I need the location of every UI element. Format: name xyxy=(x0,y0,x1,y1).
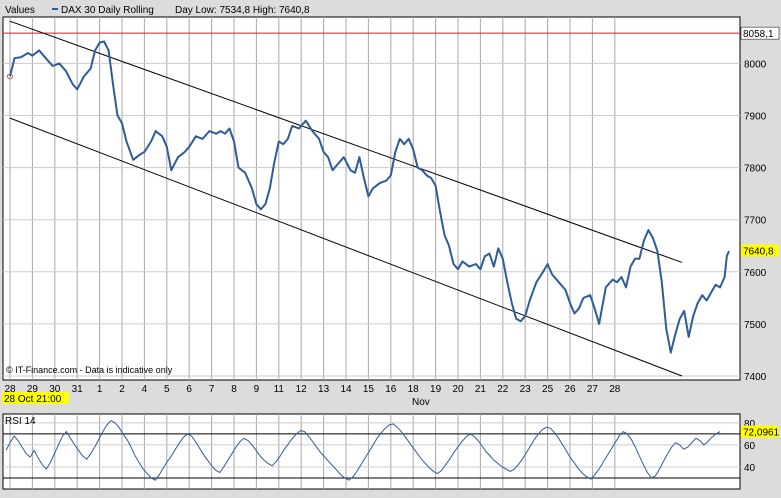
x-tick-label: 31 xyxy=(72,384,84,395)
resistance-label-bg xyxy=(740,26,780,40)
x-tick-label: 14 xyxy=(340,384,352,395)
x-tick-label: 16 xyxy=(385,384,397,395)
rsi-series-line xyxy=(5,419,721,481)
cursor-time-badge: 28 Oct 21:00 xyxy=(2,392,69,405)
x-tick-label: 25 xyxy=(542,384,554,395)
legend-series-name: DAX 30 Daily Rolling xyxy=(61,5,154,16)
y-tick-label: 7700 xyxy=(744,216,767,227)
price-series-line xyxy=(9,40,730,354)
day-range-text: Day Low: 7534,8 High: 7640,8 xyxy=(175,5,310,16)
rsi-tick-label: 80 xyxy=(744,419,756,430)
cursor-time-label: 28 Oct 21:00 xyxy=(4,394,62,405)
x-tick-label: 27 xyxy=(587,384,599,395)
y-tick-label: 7500 xyxy=(744,320,767,331)
price-plot-area[interactable] xyxy=(2,16,741,381)
x-tick-label: 8 xyxy=(231,384,237,395)
x-tick-label: 22 xyxy=(497,384,509,395)
last-price-badge xyxy=(741,244,779,257)
x-tick-label: 2 xyxy=(119,384,125,395)
rsi-last-value-badge xyxy=(741,425,779,438)
month-label: Nov xyxy=(412,397,430,408)
rsi-tick-label: 60 xyxy=(744,441,756,452)
x-tick-label: 26 xyxy=(564,384,576,395)
rsi-plot-area[interactable] xyxy=(2,413,741,490)
x-tick-label: 5 xyxy=(164,384,170,395)
x-tick-label: 28 xyxy=(609,384,621,395)
y-tick-label: 7800 xyxy=(744,164,767,175)
x-tick-label: 23 xyxy=(520,384,532,395)
last-price-label: 7640,8 xyxy=(743,247,774,258)
x-tick-label: 30 xyxy=(49,384,61,395)
y-tick-label: 8000 xyxy=(744,59,767,70)
x-tick-label: 7 xyxy=(209,384,215,395)
values-label: Values xyxy=(5,5,35,16)
channel-upper-line xyxy=(9,20,683,263)
x-tick-label: 4 xyxy=(142,384,148,395)
chart-marks: 28 29 30 31 1 2 4 5 6 7 8 9 11 12 13 14 15 16 18 19 20 21 22 23… xyxy=(3,20,780,481)
x-tick-label: 21 xyxy=(475,384,487,395)
rsi-grid xyxy=(3,414,740,489)
x-tick-label: 6 xyxy=(186,384,192,395)
rsi-last-value-label: 72,0961 xyxy=(743,428,780,439)
resistance-label: 8058,1 xyxy=(743,29,774,40)
x-tick-label: 29 xyxy=(27,384,39,395)
cursor-time-badge-bg xyxy=(2,392,69,404)
x-tick-label: 13 xyxy=(318,384,330,395)
x-tick-label: 12 xyxy=(296,384,308,395)
x-tick-label: 15 xyxy=(363,384,375,395)
y-tick-label: 7600 xyxy=(744,268,767,279)
channel-lower-line xyxy=(9,117,683,377)
x-tick-label: 11 xyxy=(274,384,285,395)
x-tick-label: 9 xyxy=(254,384,260,395)
x-tick-label: 18 xyxy=(408,384,420,395)
price-grid xyxy=(3,17,740,380)
x-tick-label: 19 xyxy=(430,384,442,395)
rsi-tick-label: 40 xyxy=(744,463,756,474)
y-tick-label: 7900 xyxy=(744,112,767,123)
header: Values DAX 30 Daily Rolling Day Low: 753… xyxy=(5,5,310,16)
x-tick-label: 20 xyxy=(452,384,464,395)
x-tick-label: 28 xyxy=(4,384,16,395)
x-tick-label: 1 xyxy=(97,384,103,395)
watermark: © IT-Finance.com - Data is indicative on… xyxy=(6,365,173,375)
price-start-marker xyxy=(7,73,13,80)
rsi-panel-title: RSI 14 xyxy=(5,416,36,427)
y-tick-label: 7400 xyxy=(744,372,767,383)
